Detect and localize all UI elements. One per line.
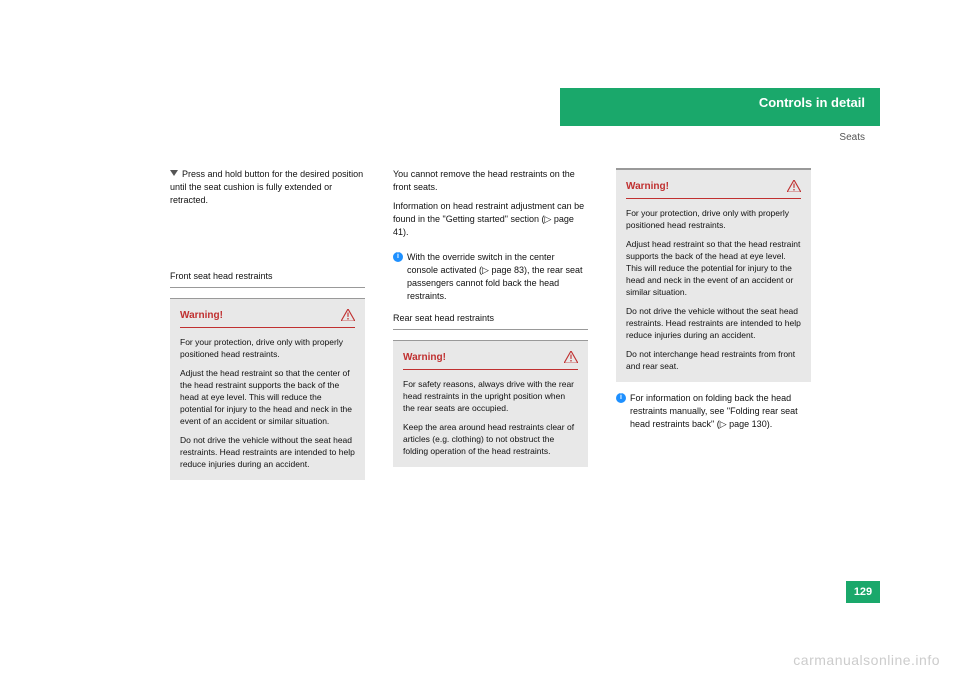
warning-triangle-icon	[787, 180, 801, 192]
warning-p1: For your protection, drive only with pro…	[626, 207, 801, 231]
info-icon: i	[393, 252, 403, 262]
warning-p2: Keep the area around head restraints cle…	[403, 421, 578, 457]
page-subtitle: Seats	[839, 132, 865, 143]
warning-body: For your protection, drive only with pro…	[180, 336, 355, 470]
warning-p1: For your protection, drive only with pro…	[180, 336, 355, 360]
info-row: i With the override switch in the center…	[393, 251, 588, 303]
subheading-front-restraints: Front seat head restraints	[170, 271, 365, 281]
warning-p1: For safety reasons, always drive with th…	[403, 378, 578, 414]
column-1: Press and hold button for the desired po…	[170, 168, 365, 480]
divider	[393, 329, 588, 330]
instruction-text: Press and hold button for the desired po…	[170, 168, 365, 207]
warning-box: Warning! For your protection, drive only…	[170, 298, 365, 480]
warning-header-row: Warning!	[403, 351, 578, 370]
warning-body: For your protection, drive only with pro…	[626, 207, 801, 372]
info-row: i For information on folding back the he…	[616, 392, 811, 431]
instruction-line: Press and hold button for the desired po…	[170, 169, 363, 205]
info-text: With the override switch in the center c…	[407, 251, 588, 303]
warning-p2: Adjust head restraint so that the head r…	[626, 238, 801, 298]
triangle-bullet-icon	[170, 170, 178, 176]
divider	[170, 287, 365, 288]
warning-p3: Do not drive the vehicle without the sea…	[626, 305, 801, 341]
warning-heading: Warning!	[403, 352, 446, 363]
warning-p2: Adjust the head restraint so that the ce…	[180, 367, 355, 427]
warning-heading: Warning!	[626, 181, 669, 192]
warning-p3: Do not drive the vehicle without the sea…	[180, 434, 355, 470]
warning-p4: Do not interchange head restraints from …	[626, 348, 801, 372]
warning-box: Warning! For safety reasons, always driv…	[393, 340, 588, 467]
column-2: You cannot remove the head restraints on…	[393, 168, 588, 467]
warning-header-row: Warning!	[180, 309, 355, 328]
warning-box: Warning! For your protection, drive only…	[616, 169, 811, 382]
info-icon: i	[616, 393, 626, 403]
page-title: Controls in detail	[759, 95, 865, 110]
subheading-rear-restraints: Rear seat head restraints	[393, 313, 588, 323]
column-3: Warning! For your protection, drive only…	[616, 168, 811, 431]
warning-triangle-icon	[341, 309, 355, 321]
body-text-block: You cannot remove the head restraints on…	[393, 168, 588, 239]
manual-page: Controls in detail Seats Press and hold …	[0, 0, 960, 678]
warning-heading: Warning!	[180, 310, 223, 321]
col2-p2: Information on head restraint adjustment…	[393, 200, 588, 239]
warning-body: For safety reasons, always drive with th…	[403, 378, 578, 457]
info-text: For information on folding back the head…	[630, 392, 811, 431]
page-number: 129	[846, 581, 880, 603]
col2-p1: You cannot remove the head restraints on…	[393, 168, 588, 194]
warning-header-row: Warning!	[626, 180, 801, 199]
warning-triangle-icon	[564, 351, 578, 363]
watermark: carmanualsonline.info	[793, 652, 940, 668]
